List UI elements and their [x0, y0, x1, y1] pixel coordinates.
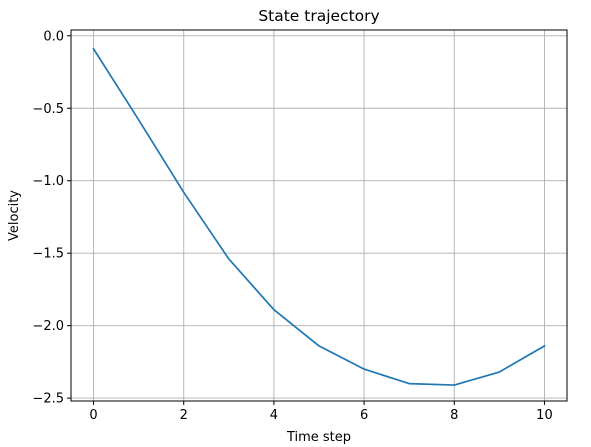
grid-lines — [71, 30, 567, 401]
series-line — [92, 47, 546, 386]
y-tick-label: −2.5 — [32, 392, 64, 407]
x-axis-label: Time step — [286, 430, 351, 445]
axis-ticks: 0 2 4 6 8 10 0.0 −0.5 −1.0 −1.5 −2.0 −2.5 — [32, 29, 552, 423]
chart-title: State trajectory — [258, 7, 379, 25]
x-tick-label: 6 — [360, 408, 368, 423]
x-tick-label: 2 — [180, 408, 188, 423]
y-tick-label: −1.0 — [32, 174, 64, 189]
y-tick-label: −1.5 — [32, 247, 64, 262]
y-tick-label: −2.0 — [32, 319, 64, 334]
y-axis-label: Velocity — [7, 190, 22, 241]
x-tick-label: 10 — [536, 408, 553, 423]
series-lines — [92, 47, 546, 386]
x-tick-label: 0 — [89, 408, 97, 423]
x-tick-label: 8 — [450, 408, 458, 423]
y-tick-label: −0.5 — [32, 102, 64, 117]
plot-area-frame — [70, 29, 568, 402]
y-tick-label: 0.0 — [43, 29, 64, 44]
x-tick-label: 4 — [270, 408, 278, 423]
